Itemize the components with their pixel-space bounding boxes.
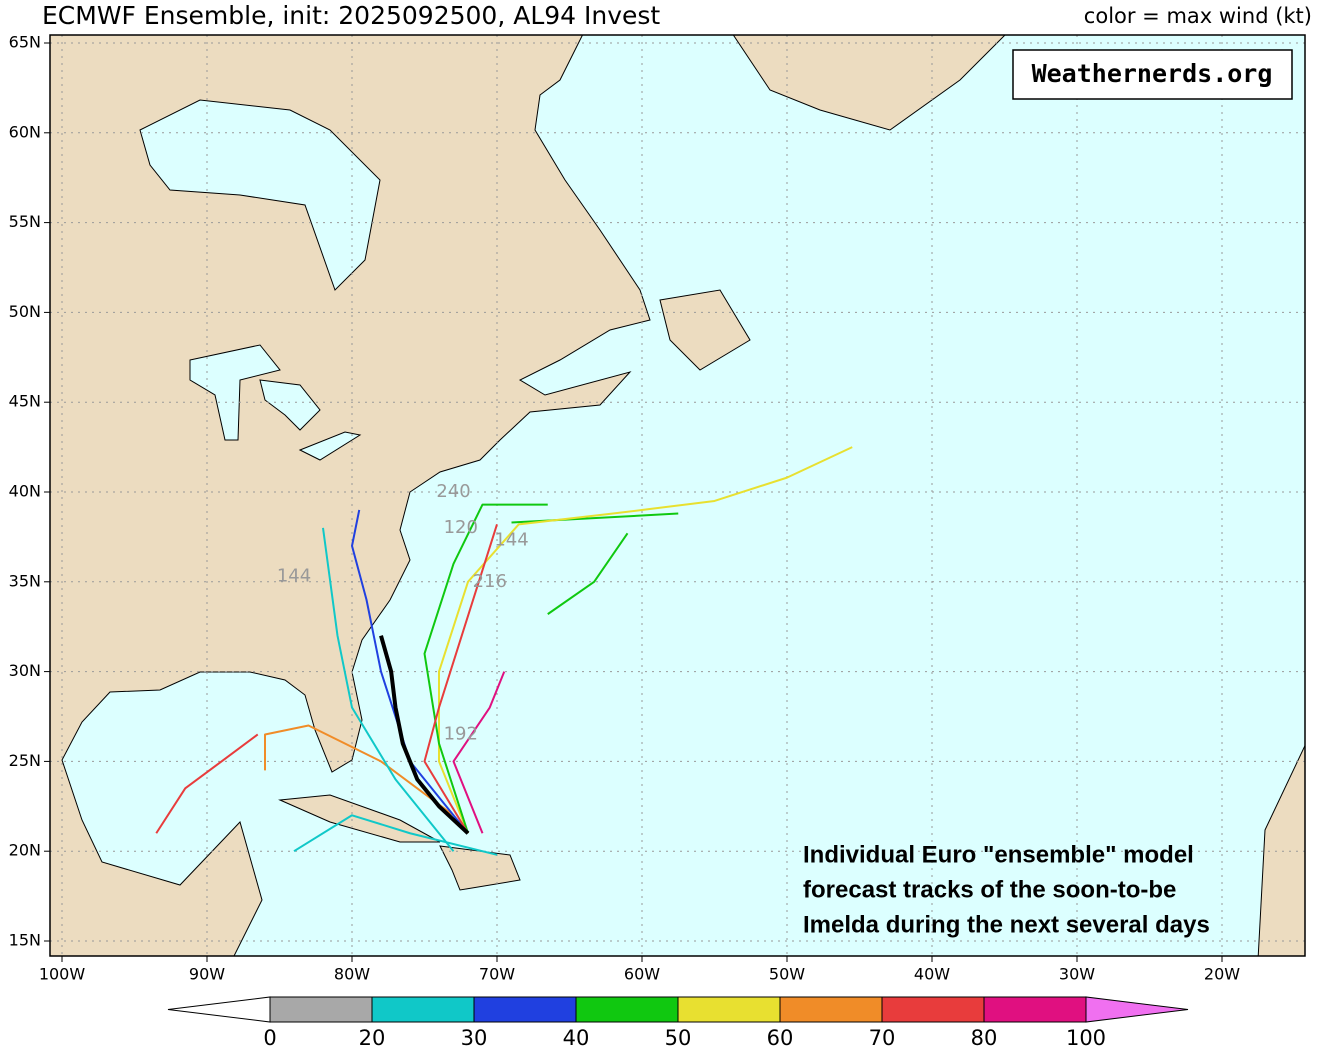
colorbar-label: 0 — [263, 1026, 276, 1050]
lat-tick-label: 60N — [9, 122, 41, 141]
colorbar-under — [167, 996, 271, 1023]
great-lakes-east — [259, 379, 321, 431]
colorbar-segment — [881, 996, 985, 1023]
colorbar-segment — [983, 996, 1087, 1023]
hour-label: 216 — [473, 571, 507, 592]
lake-erie — [298, 431, 362, 461]
colorbar-label: 70 — [869, 1026, 896, 1050]
colorbar-label: 50 — [665, 1026, 692, 1050]
tracks: 240 120 144 216 192 144 — [155, 446, 853, 856]
hour-label: 240 — [436, 481, 470, 502]
colorbar-segment — [575, 996, 679, 1023]
track — [547, 532, 629, 615]
colorbar-label: 20 — [359, 1026, 386, 1050]
colorbar-segment — [677, 996, 781, 1023]
track — [379, 635, 470, 835]
lon-tick-label: 30W — [1059, 965, 1095, 984]
africa — [1257, 744, 1305, 956]
hispaniola — [439, 845, 521, 891]
lon-tick-label: 50W — [769, 965, 805, 984]
colorbar: 0 20 30 40 50 60 70 80 100 — [167, 996, 1189, 1050]
track — [293, 814, 498, 856]
greenland — [732, 35, 1006, 131]
map-frame — [49, 34, 1306, 957]
lat-tick-label: 40N — [9, 482, 41, 501]
title: ECMWF Ensemble, init: 2025092500, AL94 I… — [42, 1, 660, 30]
hour-label: 144 — [494, 529, 528, 550]
watermark: Weathernerds.org — [1032, 59, 1273, 88]
hour-label: 120 — [444, 517, 478, 538]
lon-tick-label: 40W — [914, 965, 950, 984]
lat-tick-label: 55N — [9, 212, 41, 231]
track — [423, 524, 498, 834]
lat-tick-label: 65N — [9, 33, 41, 52]
colorbar-over — [1085, 996, 1189, 1023]
lon-tick-label: 100W — [39, 965, 86, 984]
annotation: Individual Euro "ensemble" model forecas… — [803, 841, 1210, 938]
lat-tick-label: 20N — [9, 841, 41, 860]
lon-tick-label: 80W — [334, 965, 370, 984]
hour-label: 144 — [277, 565, 311, 586]
lat-tick-label: 30N — [9, 661, 41, 680]
hudson-bay — [139, 99, 381, 291]
land-layer — [50, 35, 1305, 956]
watermark-box — [1012, 49, 1293, 100]
hour-label: 192 — [444, 723, 478, 744]
colorbar-label: 30 — [461, 1026, 488, 1050]
colorbar-label: 40 — [563, 1026, 590, 1050]
track — [438, 446, 853, 834]
colorbar-segment — [269, 996, 373, 1023]
legend-title: color = max wind (kt) — [1084, 4, 1312, 28]
lat-tick-label: 15N — [9, 931, 41, 950]
newfoundland — [659, 289, 751, 371]
lon-tick-label: 60W — [624, 965, 660, 984]
track — [155, 733, 259, 834]
annotation-line: Individual Euro "ensemble" model — [803, 841, 1194, 868]
lat-tick-label: 45N — [9, 392, 41, 411]
colorbar-label: 80 — [971, 1026, 998, 1050]
track — [322, 527, 455, 852]
lon-tick-label: 90W — [189, 965, 225, 984]
colorbar-label: 60 — [767, 1026, 794, 1050]
colorbar-label: 100 — [1066, 1026, 1106, 1050]
lat-tick-label: 50N — [9, 302, 41, 321]
track — [423, 503, 548, 834]
lon-tick-label: 20W — [1204, 965, 1240, 984]
annotation-line: forecast tracks of the soon-to-be — [803, 876, 1176, 903]
north-america — [50, 35, 651, 956]
lon-tick-label: 70W — [479, 965, 515, 984]
track — [264, 724, 455, 817]
track — [351, 509, 469, 834]
great-lakes — [189, 344, 281, 441]
annotation-line: Imelda during the next several days — [803, 911, 1210, 938]
colorbar-segment — [371, 996, 475, 1023]
track — [452, 671, 506, 834]
lat-tick-label: 25N — [9, 751, 41, 770]
lat-tick-label: 35N — [9, 571, 41, 590]
colorbar-segment — [779, 996, 883, 1023]
colorbar-segment — [473, 996, 577, 1023]
